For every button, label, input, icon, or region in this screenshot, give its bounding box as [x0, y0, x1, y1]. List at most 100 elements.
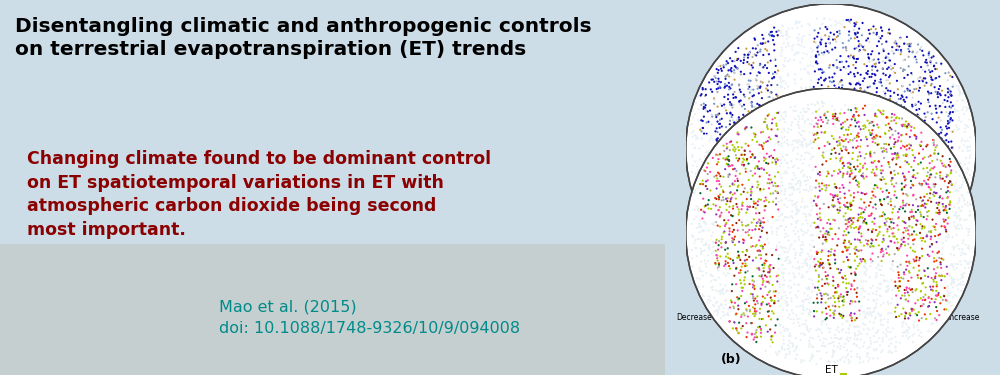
- Point: [696, 242, 712, 248]
- Point: [898, 182, 914, 188]
- Point: [855, 44, 871, 50]
- Point: [910, 207, 926, 213]
- Point: [749, 242, 765, 248]
- Point: [907, 231, 923, 237]
- Point: [889, 222, 905, 228]
- Point: [695, 85, 711, 91]
- Point: [802, 121, 818, 127]
- Point: [894, 93, 910, 99]
- Point: [785, 270, 801, 276]
- Point: [867, 207, 883, 213]
- Point: [761, 217, 777, 223]
- Point: [853, 156, 869, 162]
- Point: [713, 301, 729, 307]
- Point: [936, 293, 952, 299]
- Point: [895, 323, 911, 329]
- Point: [854, 255, 870, 261]
- Point: [866, 266, 882, 272]
- Point: [861, 54, 877, 60]
- Point: [902, 88, 918, 94]
- Point: [777, 214, 793, 220]
- Point: [930, 146, 946, 152]
- Point: [904, 155, 920, 161]
- Point: [759, 230, 775, 236]
- Point: [874, 213, 890, 219]
- Point: [868, 26, 884, 32]
- Point: [684, 121, 700, 127]
- Point: [884, 111, 900, 117]
- Point: [727, 121, 743, 127]
- Point: [883, 118, 899, 124]
- Point: [913, 303, 929, 309]
- Bar: [875, 309, 883, 312]
- Point: [772, 163, 788, 169]
- Point: [861, 202, 877, 208]
- Point: [936, 219, 952, 225]
- Point: [894, 220, 910, 226]
- Point: [749, 266, 765, 272]
- Point: [736, 278, 752, 284]
- Point: [829, 160, 845, 166]
- Point: [896, 109, 912, 115]
- Point: [886, 112, 902, 118]
- Point: [855, 214, 871, 220]
- Point: [849, 336, 865, 342]
- Point: [729, 117, 745, 123]
- Point: [912, 223, 928, 229]
- Point: [737, 261, 753, 267]
- Point: [954, 193, 970, 199]
- Point: [813, 251, 829, 257]
- Point: [912, 74, 928, 80]
- Point: [891, 170, 907, 176]
- Point: [711, 224, 727, 230]
- Point: [808, 225, 824, 231]
- Point: [895, 160, 911, 166]
- Point: [766, 225, 782, 231]
- Point: [746, 254, 762, 260]
- Point: [848, 178, 864, 184]
- Point: [834, 154, 850, 160]
- Point: [832, 203, 848, 209]
- Point: [744, 320, 760, 326]
- Point: [747, 132, 763, 138]
- Point: [797, 136, 813, 142]
- Point: [943, 179, 959, 185]
- Point: [907, 133, 923, 139]
- Point: [882, 135, 898, 141]
- Point: [804, 145, 820, 151]
- Point: [951, 117, 967, 123]
- Point: [906, 324, 922, 330]
- Point: [879, 250, 895, 256]
- Point: [856, 326, 872, 332]
- Point: [855, 184, 871, 190]
- Point: [807, 145, 823, 151]
- Point: [783, 284, 799, 290]
- Point: [893, 204, 909, 210]
- Point: [898, 321, 914, 327]
- Point: [792, 181, 808, 187]
- Point: [710, 289, 726, 295]
- Point: [710, 112, 726, 118]
- Point: [828, 231, 844, 237]
- Point: [898, 152, 914, 157]
- Point: [954, 249, 970, 255]
- Point: [837, 132, 853, 138]
- Point: [684, 247, 700, 253]
- Point: [918, 114, 934, 120]
- Point: [782, 333, 798, 339]
- Point: [802, 341, 818, 347]
- Point: [734, 288, 750, 294]
- Point: [757, 148, 773, 154]
- Point: [790, 288, 806, 294]
- Point: [789, 20, 805, 26]
- Point: [794, 246, 810, 252]
- Point: [960, 138, 976, 144]
- Point: [802, 129, 818, 135]
- Point: [742, 224, 758, 230]
- Point: [931, 211, 947, 217]
- Point: [866, 126, 882, 132]
- Point: [814, 309, 830, 315]
- Point: [697, 204, 713, 210]
- Point: [894, 111, 910, 117]
- Point: [854, 144, 870, 150]
